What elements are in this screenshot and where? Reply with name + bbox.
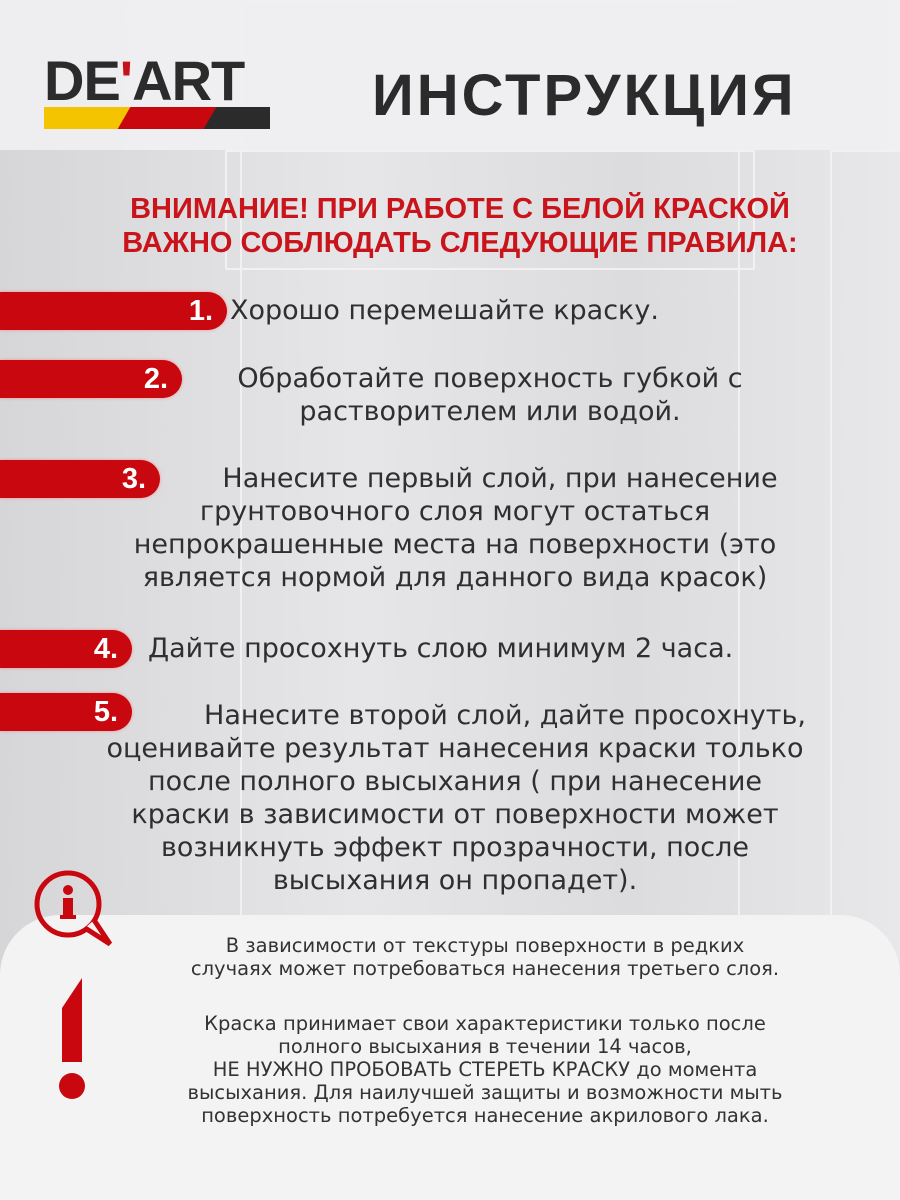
step-text: Нанесите второй слой, дайте просохнуть, о…: [106, 700, 806, 896]
page-title: ИНСТРУКЦИЯ: [372, 63, 797, 128]
logo-stripe: [44, 107, 270, 129]
step-number-badge: 3.: [0, 460, 160, 498]
step-number-badge: 5.: [0, 693, 132, 731]
step-text: Нанесите первый слой, при нанесение грунт…: [133, 463, 778, 593]
note-paragraph: В зависимости от текстуры поверхности в …: [190, 934, 780, 980]
brand-logo: DE'ART: [44, 49, 270, 130]
step-number-badge: 2.: [0, 360, 182, 398]
warning-line: ВАЖНО СОБЛЮДАТЬ СЛЕДУЮЩИЕ ПРАВИЛА:: [122, 227, 798, 259]
step-number-badge: 1.: [0, 292, 227, 330]
notes-card: [0, 915, 900, 1200]
info-speech-bubble-icon: [34, 870, 112, 947]
step-text: Дайте просохнуть слою минимум 2 часа.: [148, 633, 734, 664]
step-text: Обработайте поверхность губкой с раствори…: [237, 363, 743, 427]
warning-line: ВНИМАНИЕ! ПРИ РАБОТЕ С БЕЛОЙ КРАСКОЙ: [130, 193, 790, 225]
exclamation-icon: [59, 978, 85, 1099]
header: DE'ART ИНСТРУКЦИЯ: [0, 0, 900, 150]
logo-wordmark: DE'ART: [44, 49, 245, 112]
step-text: Хорошо перемешайте краску.: [230, 295, 659, 326]
step-number-badge: 4.: [0, 630, 132, 668]
warning-heading: ВНИМАНИЕ! ПРИ РАБОТЕ С БЕЛОЙ КРАСКОЙ ВАЖ…: [0, 192, 900, 260]
note-paragraph: Краска принимает свои характеристики тол…: [187, 1012, 783, 1127]
